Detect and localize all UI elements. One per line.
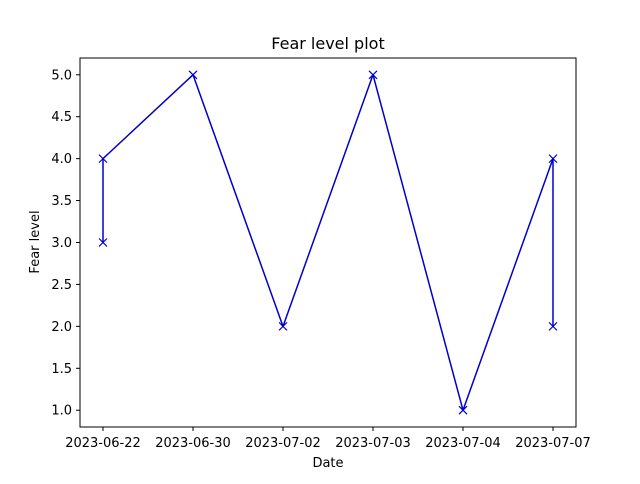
y-tick-label: 1.5 [51, 362, 72, 377]
y-tick-label: 2.5 [51, 278, 72, 293]
y-tick-label: 3.5 [51, 194, 72, 209]
x-tick-label: 2023-07-04 [425, 436, 501, 451]
x-tick-label: 2023-07-02 [245, 436, 321, 451]
data-point-marker [278, 321, 288, 331]
data-point-marker [548, 321, 558, 331]
y-tick-label: 4.0 [51, 152, 72, 167]
marker-stroke [188, 70, 198, 80]
chart-title: Fear level plot [271, 34, 384, 53]
marker-stroke [548, 154, 558, 164]
data-point-marker [98, 238, 108, 247]
y-tick-label: 5.0 [51, 68, 72, 83]
x-tick-label: 2023-07-07 [515, 436, 591, 451]
marker-stroke [368, 70, 378, 80]
y-tick-label: 4.5 [51, 110, 72, 125]
data-point-marker [188, 70, 198, 80]
data-point-marker [458, 405, 468, 415]
marker-stroke [458, 405, 468, 415]
data-point-marker [98, 154, 108, 164]
y-tick-label: 3.0 [51, 236, 72, 251]
ticks-layer: 1.0 1.5 2.0 2.5 3.0 3.5 4.0 4.5 5.0 2023-06-22 202… [51, 68, 590, 451]
data-point-marker [548, 154, 558, 164]
marker-stroke [548, 321, 558, 331]
plot-background [80, 58, 576, 427]
x-tick-label: 2023-07-03 [335, 436, 411, 451]
y-tick-label: 2.0 [51, 320, 72, 335]
marker-stroke [278, 321, 288, 331]
marker-stroke [98, 154, 108, 164]
x-tick-label: 2023-06-30 [155, 436, 231, 451]
x-axis-label: Date [312, 456, 343, 471]
marker-stroke [98, 238, 108, 247]
data-point-marker [368, 70, 378, 80]
series-layer [98, 70, 558, 415]
fear-level-line [102, 74, 554, 411]
y-axis-label: Fear level [28, 210, 43, 273]
y-tick-label: 1.0 [51, 404, 72, 419]
x-tick-label: 2023-06-22 [65, 436, 141, 451]
plot-frame [79, 57, 577, 428]
